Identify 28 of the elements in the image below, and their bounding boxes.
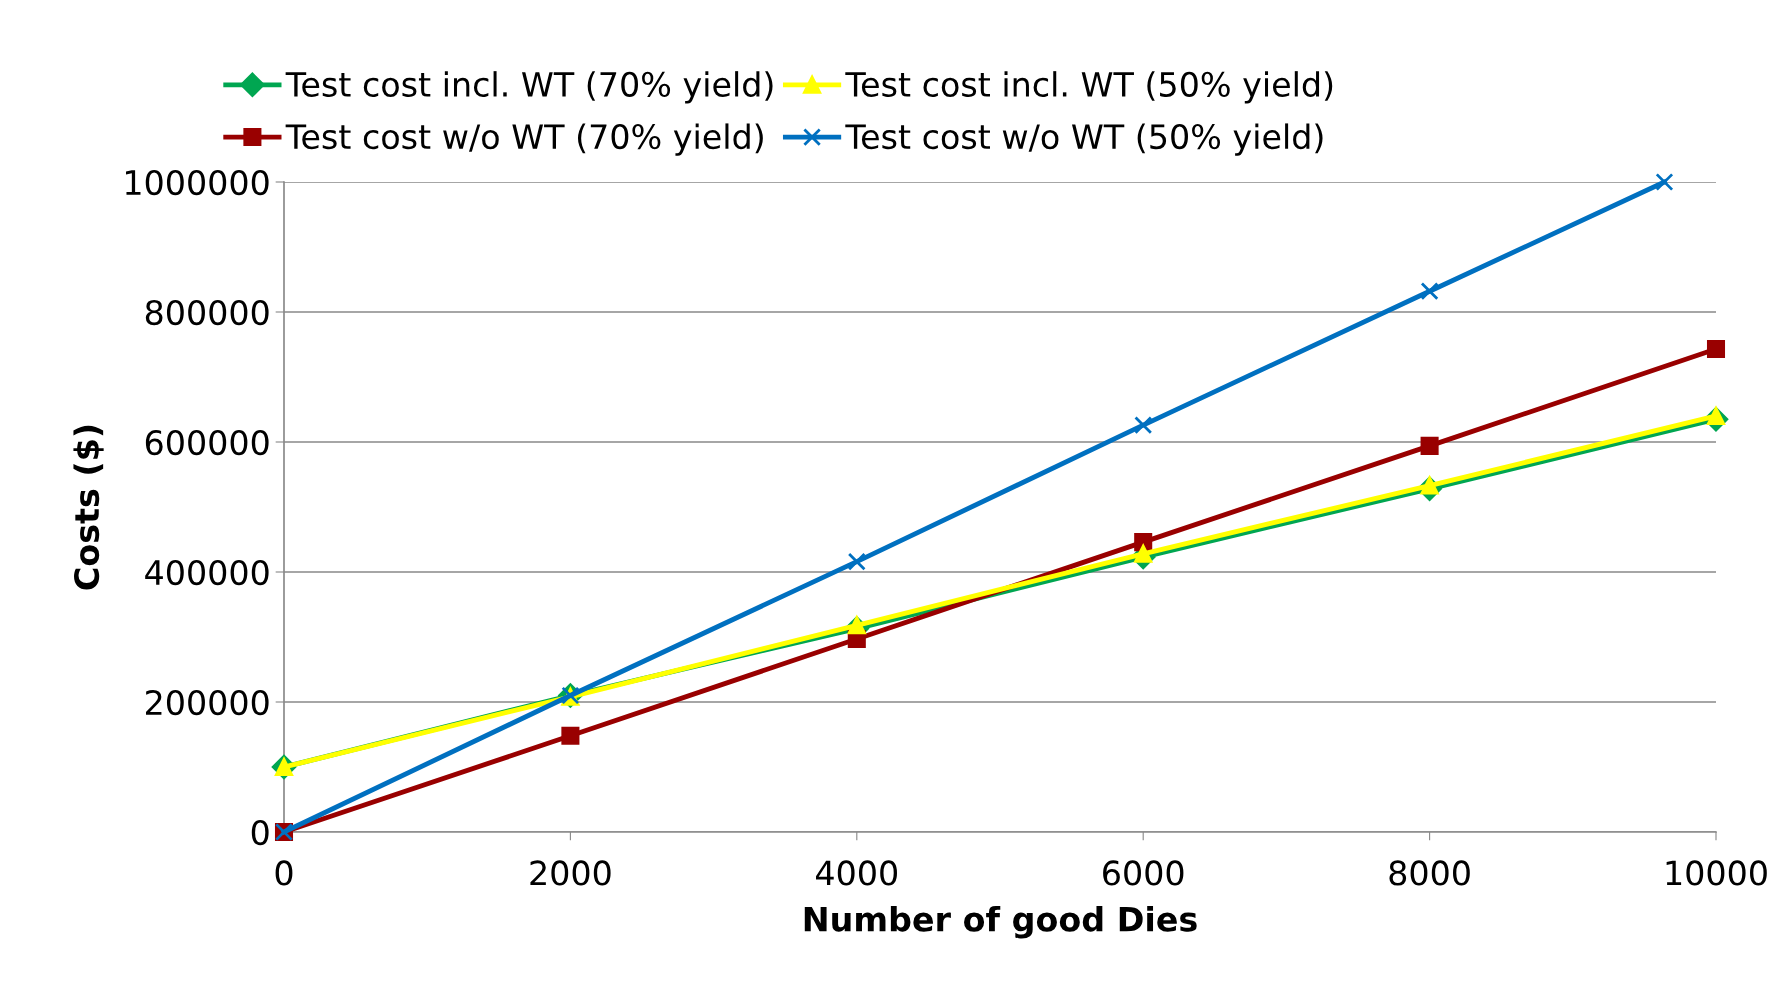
x-tick-label: 2000 bbox=[530, 860, 611, 886]
point bbox=[1134, 533, 1153, 552]
y-axis-title: Costs ($) bbox=[73, 425, 104, 590]
point bbox=[1420, 436, 1439, 455]
y-tick-label: 400000 bbox=[145, 559, 269, 586]
x-tick-label: 4000 bbox=[816, 860, 897, 886]
point bbox=[1134, 416, 1153, 435]
point bbox=[561, 726, 580, 745]
y-tick-label: 200000 bbox=[146, 689, 269, 716]
x-tick-label: 0 bbox=[275, 860, 293, 886]
legend-label: Test cost incl. WT (70% yield) bbox=[285, 71, 773, 104]
legend-label: Test cost w/o WT (70% yield) bbox=[285, 123, 763, 156]
point bbox=[847, 552, 866, 571]
y-tick-label: 800000 bbox=[145, 299, 269, 326]
point bbox=[1420, 282, 1439, 301]
y-tick-label: 0 bbox=[251, 819, 269, 846]
legend-label: Test cost w/o WT (50% yield) bbox=[845, 123, 1323, 156]
x-axis-title: Number of good Dies bbox=[804, 905, 1197, 939]
legend-label: Test cost incl. WT (50% yield) bbox=[845, 71, 1333, 104]
point bbox=[1134, 544, 1153, 563]
point bbox=[847, 616, 866, 635]
point bbox=[1706, 340, 1726, 359]
x-tick-label: 8000 bbox=[1389, 860, 1470, 886]
y-tick-label: 1000000 bbox=[126, 169, 269, 196]
point bbox=[1655, 172, 1674, 192]
x-tick-label: 10000 bbox=[1666, 860, 1767, 886]
x-tick-label: 6000 bbox=[1103, 860, 1184, 886]
y-tick-label: 600000 bbox=[145, 429, 269, 456]
